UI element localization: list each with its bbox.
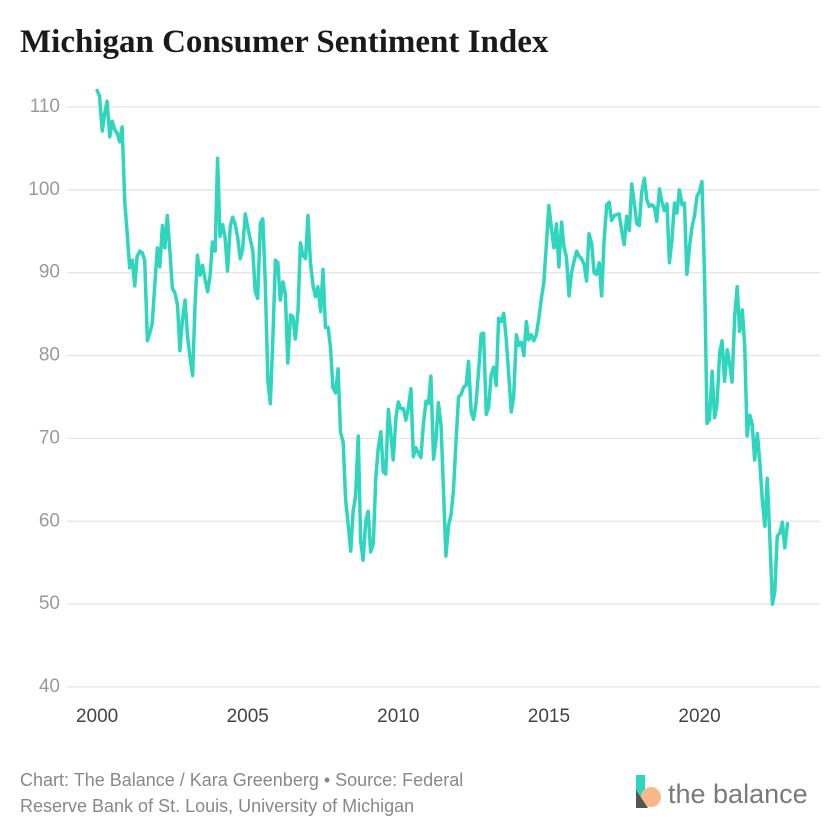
y-tick-label: 40 [39, 676, 60, 697]
x-tick-label: 2015 [528, 706, 570, 727]
brand-name: the balance [668, 779, 808, 809]
brand-logo: the balance [636, 775, 808, 809]
y-tick-label: 70 [39, 427, 60, 448]
logo-circle [641, 787, 661, 807]
logo-triangle [636, 790, 648, 808]
data-line [95, 88, 790, 606]
source-line: Chart: The Balance / Kara Greenberg • So… [20, 770, 463, 790]
y-tick-label: 60 [39, 510, 60, 531]
x-tick-label: 2020 [678, 706, 720, 727]
source-note: Chart: The Balance / Kara Greenberg • So… [20, 770, 463, 816]
x-tick-label: 2010 [377, 706, 419, 727]
source-line: Reserve Bank of St. Louis, University of… [20, 796, 414, 816]
y-tick-label: 100 [28, 179, 60, 200]
y-tick-label: 50 [39, 593, 60, 614]
chart-title: Michigan Consumer Sentiment Index [20, 24, 549, 60]
logo-bar [636, 775, 645, 808]
x-tick-label: 2005 [227, 706, 269, 727]
plot-area [95, 88, 790, 606]
axes: 40 50 60 70 80 90 100 110 2000 2005 2010 2015 2020 [28, 96, 720, 727]
y-tick-label: 80 [39, 345, 60, 366]
y-tick-label: 90 [39, 262, 60, 283]
x-tick-label: 2000 [76, 706, 118, 727]
y-tick-label: 110 [30, 96, 60, 117]
